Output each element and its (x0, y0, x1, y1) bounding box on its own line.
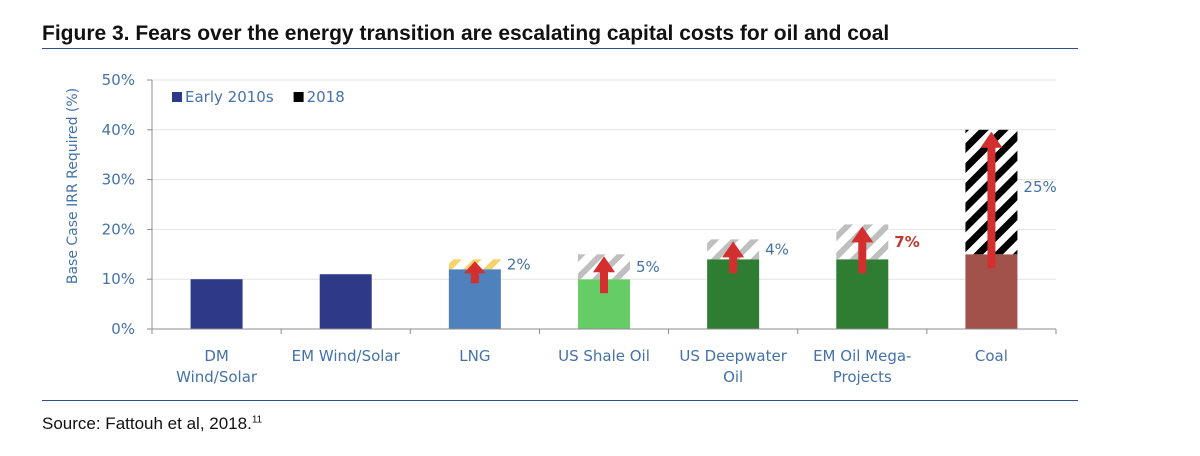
x-category-label: US Deepwater (679, 347, 787, 365)
bars: 2% 5% 4% 7% 25% (190, 129, 1057, 329)
y-tick-label: 10% (102, 270, 135, 288)
x-category-label: Wind/Solar (176, 368, 258, 386)
y-tick-label: 40% (102, 121, 135, 139)
source-footnote-ref: 11 (251, 414, 263, 426)
x-category-label: DM (204, 347, 229, 365)
increase-arrow-head (593, 256, 615, 273)
increase-label: 7% (894, 233, 919, 251)
increase-label: 25% (1023, 178, 1056, 196)
increase-arrow-head (463, 261, 486, 274)
y-axis-label: Base Case IRR Required (%) (65, 88, 81, 284)
bar-early-2010s (319, 274, 372, 329)
increase-arrow-head (851, 226, 874, 243)
figure-title: Figure 3. Fears over the energy transiti… (42, 22, 890, 45)
gridlines (152, 79, 1056, 280)
legend-label: Early 2010s (185, 88, 274, 106)
source-note: Source: Fattouh et al, 2018.11 (42, 414, 262, 434)
x-category-label: Coal (975, 347, 1008, 365)
legend-swatch (293, 92, 304, 102)
y-tick-label: 20% (102, 220, 135, 238)
x-category-label: EM Oil Mega- (813, 347, 911, 365)
y-tick-label: 50% (102, 71, 135, 89)
x-axis: DM Wind/Solar EM Wind/Solar LNG US Shale Oil… (151, 328, 1057, 386)
increase-arrow-head (722, 241, 745, 258)
source-text: Source: Fattouh et al, 2018. (42, 414, 252, 433)
increase-label: 2% (507, 255, 531, 273)
y-tick-label: 30% (102, 171, 135, 189)
increase-label: 4% (765, 240, 789, 258)
x-category-label: Oil (723, 368, 743, 386)
title-rule (42, 48, 1078, 49)
source-rule (42, 400, 1078, 401)
increase-label: 5% (636, 258, 660, 276)
x-category-label: LNG (459, 347, 490, 365)
x-category-label: Projects (833, 368, 892, 386)
x-category-label: US Shale Oil (558, 347, 650, 365)
legend: Early 2010s 2018 (172, 88, 345, 106)
y-axis: 0% 10% 20% 30% 40% 50% (102, 71, 153, 338)
legend-swatch (172, 92, 182, 102)
increase-arrow-head (980, 131, 1003, 148)
x-category-label: EM Wind/Solar (292, 347, 401, 365)
legend-label: 2018 (307, 88, 345, 106)
bar-early-2010s (190, 279, 243, 329)
y-tick-label: 0% (111, 320, 135, 338)
